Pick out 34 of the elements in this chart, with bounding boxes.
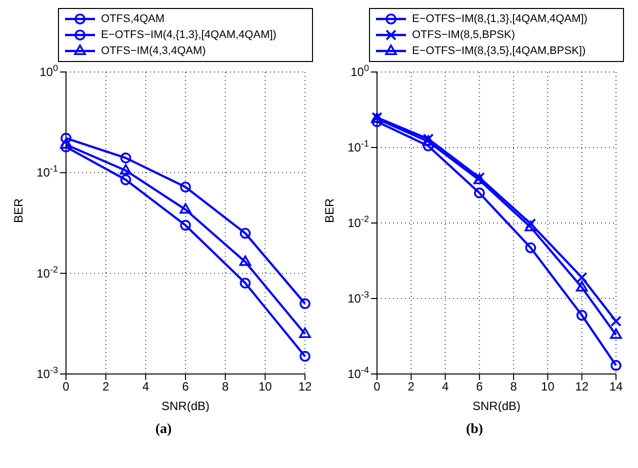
y-tick-label: 10$^{-2}$ <box>36 264 58 280</box>
x-tick-label: 10 <box>541 380 555 394</box>
text: (a) <box>154 422 173 438</box>
x-tick-label: 0 <box>374 380 381 394</box>
y-tick-label: 10$^{-1}$ <box>36 164 58 180</box>
y-tick-label: 10$^{-4}$ <box>348 365 369 381</box>
y-axis-title: BER <box>11 198 26 223</box>
text: (b) <box>464 422 484 438</box>
legend-label: OTFS−IM(8,5,BPSK) <box>412 28 515 43</box>
y-tick-label: 10$^{-2}$ <box>348 214 369 230</box>
x-tick-label: 2 <box>102 380 110 394</box>
legend-label: E−OTFS−IM(8,{1,3},[4QAM,4QAM]) <box>412 12 588 27</box>
x-tick-label: 0 <box>62 380 70 394</box>
legend-label: OTFS,4QAM <box>101 12 165 27</box>
legend-label: E−OTFS−IM(4,{1,3},[4QAM,4QAM]) <box>101 28 276 43</box>
y-tick-label: 10$^{0}$ <box>350 63 369 79</box>
x-tick-label: 8 <box>510 380 518 394</box>
legend-label: E−OTFS−IM(8,{3,5},[4QAM,BPSK]) <box>412 44 586 59</box>
x-tick-label: 6 <box>476 380 484 394</box>
y-tick-label: 10$^{0}$ <box>40 63 58 79</box>
x-tick-label: 14 <box>609 380 623 394</box>
y-tick-label: 10$^{-1}$ <box>348 138 369 154</box>
x-tick-label: 12 <box>575 380 589 394</box>
x-tick-label: 4 <box>442 380 449 394</box>
x-tick-label: 4 <box>142 380 150 394</box>
x-tick-label: 6 <box>182 380 190 394</box>
x-tick-label: 8 <box>222 380 229 394</box>
x-tick-label: 12 <box>298 380 312 394</box>
x-tick-label: 2 <box>408 380 415 394</box>
legend-label: OTFS−IM(4,3,4QAM) <box>101 44 206 59</box>
x-tick-label: 10 <box>258 380 272 394</box>
y-axis-title: BER <box>322 198 336 223</box>
y-tick-label: 10$^{-3}$ <box>36 365 58 381</box>
y-tick-label: 10$^{-3}$ <box>348 290 369 306</box>
